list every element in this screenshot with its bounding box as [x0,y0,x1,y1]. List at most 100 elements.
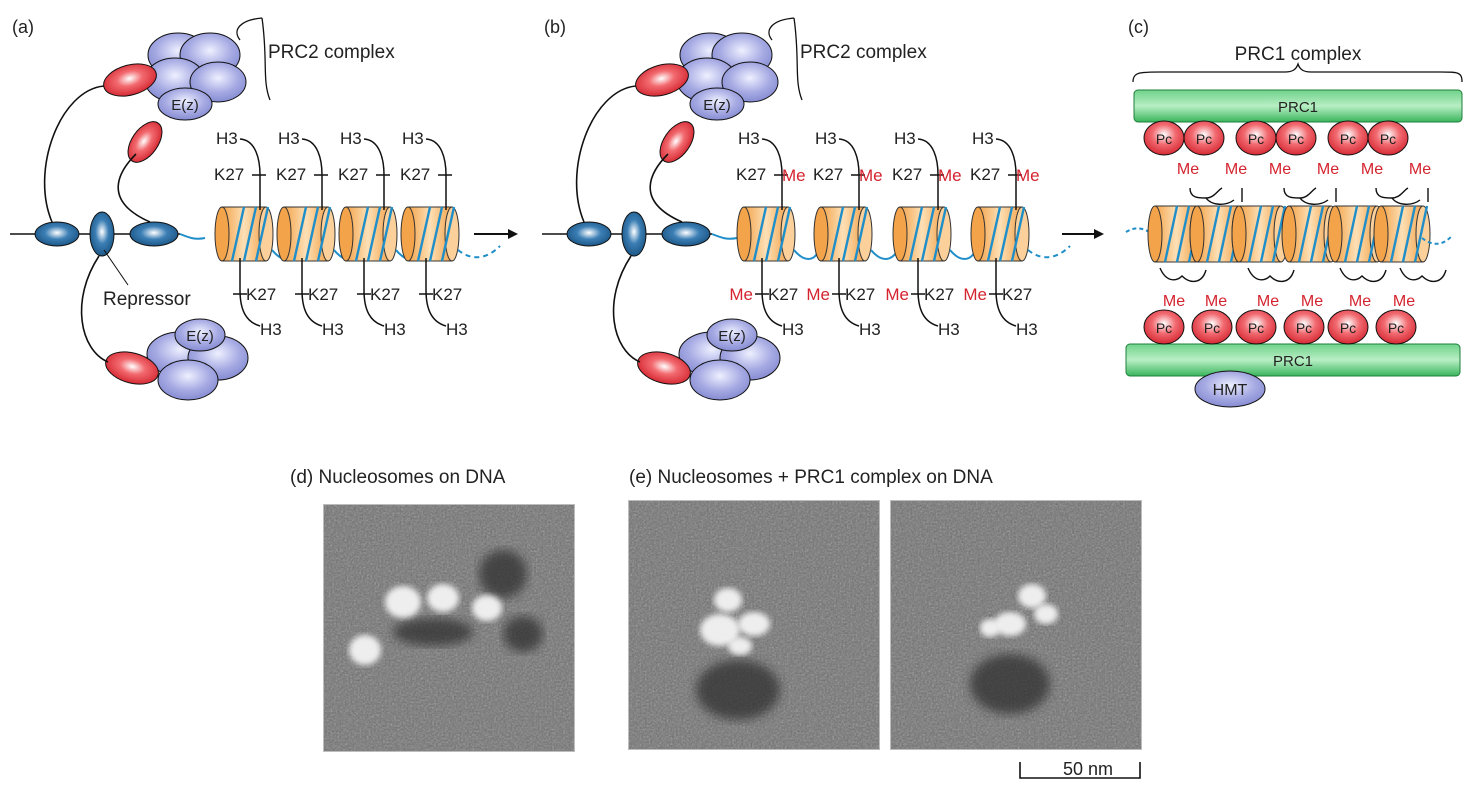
dna-wrap [1217,205,1233,263]
repressor-protein [566,221,612,247]
prc2-subunit [157,359,219,401]
ez-subunit [157,87,213,121]
arrow-head [1094,229,1104,239]
histone-tail [363,258,385,327]
nucleosome [970,206,1030,262]
dna-wrap [378,206,394,262]
micrograph-border [628,500,880,750]
dna-wrap [764,206,780,262]
prc1-bar [1125,343,1461,377]
dna-wrap [829,206,845,262]
dna-wrap [354,206,370,262]
me-label: Me [782,166,806,185]
nucleosome [1281,205,1339,263]
dark-region [696,660,780,720]
k27-label: K27 [736,165,766,184]
nucleosome-face [936,206,952,262]
nucleosome-edge [892,206,908,262]
ez-subunit [689,87,745,121]
k27-label: K27 [768,285,798,304]
h3-label: H3 [738,129,760,148]
prc2-brace [236,17,271,101]
dark-region [503,616,543,652]
dna-wrap [908,206,924,262]
nucleosome-face [857,206,873,262]
histone-tail [917,258,939,327]
k27-label: K27 [845,285,875,304]
ez-label: E(z) [718,328,746,345]
particle [980,619,1000,637]
panel-a-letter: (a) [12,17,34,37]
nucleosome [892,206,952,262]
me-label: Me [1393,293,1415,310]
prc2-subunit [689,359,751,401]
dna-wrap [230,206,246,262]
dark-region [393,618,473,646]
h3-label: H3 [260,320,282,339]
me-label: Me [1301,293,1323,310]
linker-dna [457,245,501,259]
pc-protein [1183,120,1225,156]
ez-label: E(z) [171,97,199,114]
pc-label: Pc [1204,320,1220,336]
h3-label: H3 [216,129,238,148]
nucleosome-edge [1147,205,1163,263]
arrow-head [508,229,518,239]
prc2-brace [768,17,803,101]
panel-a: (a) PRC2 complex E(z) E(z) Repressor H3 K27 K27… [10,17,518,401]
nucleosome-edge [400,206,416,262]
pc-protein [1283,309,1325,345]
nucleosome [400,206,460,262]
dna-wrap [920,206,936,262]
pc-protein [1235,309,1277,345]
nucleosome-face [444,206,460,262]
h3-label: H3 [384,320,406,339]
dna-wrap [1297,205,1313,263]
prc1-complex-label: PRC1 complex [1235,44,1362,65]
dna-wrap [428,206,444,262]
k27-label: K27 [813,165,843,184]
dna-wrap [1247,205,1263,263]
pc-label: Pc [1288,131,1304,147]
h3-label: H3 [938,320,960,339]
particle [472,595,502,621]
micrograph-border [323,504,575,752]
dna-line [1125,227,1153,235]
dark-region [970,654,1050,714]
h3-label: H3 [859,320,881,339]
nucleosome [1231,205,1289,263]
particle [738,612,770,636]
pc-label: Pc [1248,131,1264,147]
pc-label: Pc [1340,320,1356,336]
ez-label: E(z) [186,328,214,345]
micrograph-content [628,500,880,750]
histone-tail [1159,267,1207,283]
nucleosome [338,206,398,262]
dna-wrap [1259,205,1275,263]
pc-label: Pc [1156,131,1172,147]
ez-subunit [174,318,226,352]
repressor-protein [129,221,179,247]
pc-label: Pc [1196,131,1212,147]
k27-label: K27 [970,165,1000,184]
tether [43,85,105,223]
red-subunit [659,121,695,163]
h3-label: H3 [1016,320,1038,339]
me-label: Me [1269,161,1291,178]
panel-d-caption: (d) Nucleosomes on DNA [290,467,506,488]
dna-wrap [1343,205,1359,263]
red-subunit [127,121,163,163]
prc2-complex-label: PRC2 complex [800,42,927,63]
micrograph-content [323,504,575,752]
prc1-label: PRC1 [1278,99,1318,116]
dna-wrap [316,206,332,262]
pc-protein [1191,309,1233,345]
k27-label: K27 [400,165,430,184]
particle [385,586,421,618]
k27-label: K27 [432,285,462,304]
linker-dna [870,249,899,260]
scale-bar [1019,762,1141,779]
dna-wrap [1175,205,1191,263]
repressor-pointer [103,249,129,286]
